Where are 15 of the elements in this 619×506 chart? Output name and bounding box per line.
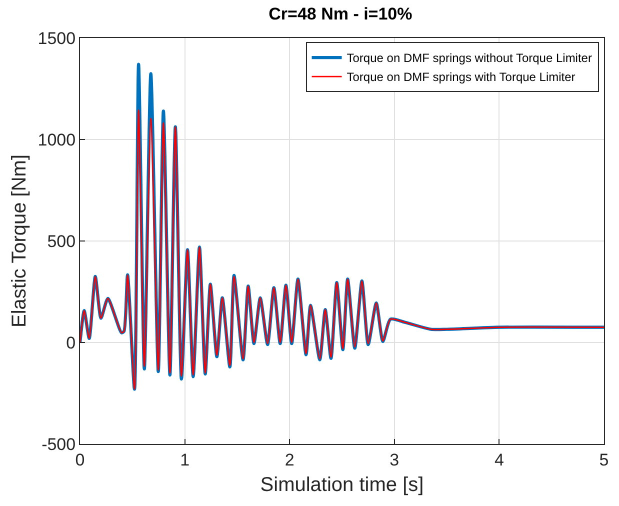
x-tick-label: 4 bbox=[494, 450, 504, 470]
y-tick-label: -500 bbox=[42, 434, 76, 454]
y-tick-label: 1000 bbox=[38, 130, 76, 150]
legend-label: Torque on DMF springs with Torque Limiter bbox=[346, 70, 576, 84]
y-tick-label: 500 bbox=[47, 232, 76, 251]
y-axis-title: Elastic Torque [Nm] bbox=[8, 154, 30, 328]
y-tick-label: 1500 bbox=[38, 28, 76, 48]
x-tick-label: 2 bbox=[284, 450, 294, 470]
chart-title: Cr=48 Nm - i=10% bbox=[268, 4, 412, 24]
legend-label: Torque on DMF springs without Torque Limiter bbox=[346, 51, 592, 66]
y-tick-label: 0 bbox=[66, 333, 76, 352]
x-tick-label: 3 bbox=[390, 450, 400, 470]
x-tick-label: 1 bbox=[180, 450, 190, 470]
x-axis-title: Simulation time [s] bbox=[260, 474, 424, 496]
x-tick-label: 5 bbox=[599, 450, 609, 470]
